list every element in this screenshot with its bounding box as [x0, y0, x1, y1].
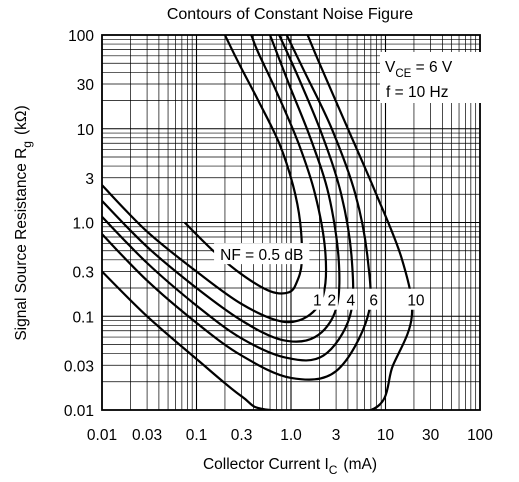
y-tick-label: 0.1	[72, 309, 94, 326]
plot-frame	[101, 34, 481, 411]
condition-vce-main: V	[385, 59, 396, 76]
y-axis-label-unit: (kΩ)	[13, 105, 30, 135]
curve-label: 6	[369, 293, 378, 310]
y-tick-label: 3	[85, 171, 94, 188]
curve-label: 10	[407, 293, 425, 310]
curve-label-bg	[214, 243, 310, 265]
curves	[102, 35, 414, 410]
nf-curve	[102, 35, 355, 362]
condition-freq: f = 10 Hz	[386, 84, 448, 101]
curve-label-bg	[325, 288, 338, 310]
x-axis-label-unit: (mA)	[343, 456, 377, 473]
curve-label: 2	[327, 293, 336, 310]
x-tick-label: 100	[467, 427, 493, 444]
y-tick-label: 0.03	[64, 358, 94, 375]
curve-label: 4	[347, 293, 356, 310]
x-tick-label: 0.3	[231, 427, 253, 444]
condition-vce-rest: = 6 V	[411, 59, 453, 76]
x-tick-label: 10	[377, 427, 395, 444]
nf-curve	[102, 35, 328, 324]
y-tick-label: 0.01	[64, 403, 94, 420]
curve-label-bg	[367, 288, 380, 310]
x-tick-label: 0.01	[87, 427, 117, 444]
x-tick-label: 3	[332, 427, 341, 444]
nf-curve	[102, 35, 341, 343]
y-axis-label: Signal Source Resistance Rg (kΩ)	[13, 105, 34, 340]
y-tick-labels: 0.01 0.03 0.1 0.3 1.0 3 10 30 100	[64, 28, 95, 420]
curve-label: 1	[313, 293, 322, 310]
y-tick-label: 10	[77, 122, 95, 139]
curve-label-bg	[405, 288, 427, 310]
chart-title: Contours of Constant Noise Figure	[167, 6, 413, 23]
condition-vce: VCE = 6 V	[385, 59, 453, 80]
y-tick-label: 0.3	[72, 265, 94, 282]
curve-label: NF = 0.5 dB	[220, 247, 303, 264]
curve-label-bg	[344, 288, 358, 310]
nf-curve	[102, 35, 372, 381]
x-axis-label-sub: C	[329, 463, 338, 477]
y-tick-label: 30	[77, 77, 95, 94]
curve-label-bg	[311, 288, 324, 310]
x-axis-label: Collector Current IC (mA)	[203, 456, 377, 477]
y-axis-label-sub: g	[20, 141, 34, 148]
x-tick-label: 1.0	[280, 427, 302, 444]
y-tick-label: 100	[68, 28, 94, 45]
curve-labels: NF = 0.5 dB 1 2 4 6 10	[214, 243, 427, 310]
condition-vce-sub: CE	[395, 68, 411, 80]
x-axis-label-main: Collector Current I	[203, 456, 329, 473]
nf-curve	[102, 35, 414, 410]
x-tick-label: 0.03	[132, 427, 162, 444]
x-tick-labels: 0.01 0.03 0.1 0.3 1.0 3 10 30 100	[87, 427, 493, 444]
conditions-box: VCE = 6 V f = 10 Hz	[380, 52, 484, 103]
y-axis-label-main: Signal Source Resistance R	[13, 148, 30, 341]
x-tick-label: 0.1	[186, 427, 208, 444]
y-tick-label: 1.0	[72, 216, 94, 233]
conditions-box-bg	[380, 52, 484, 103]
x-tick-label: 30	[422, 427, 440, 444]
